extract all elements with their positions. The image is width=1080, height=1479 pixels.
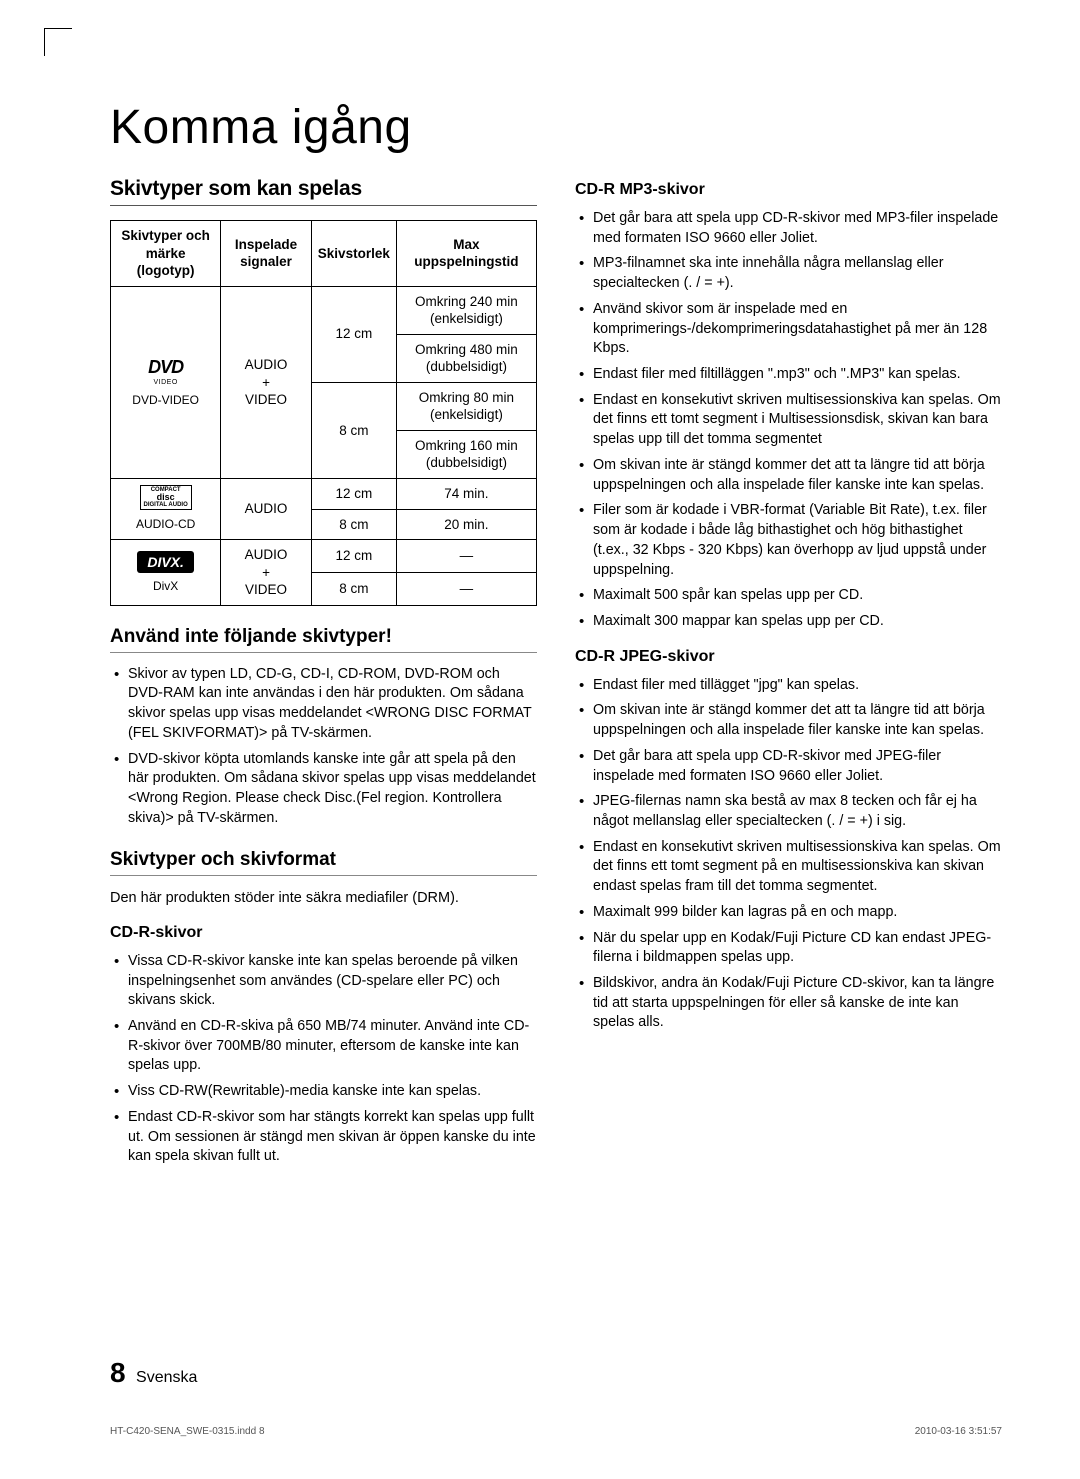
th-size: Skivstorlek [311,221,396,287]
page-footer: 8 Svenska [110,1357,197,1389]
list-item: DVD-skivor köpta utomlands kanske inte g… [110,750,537,829]
divx-12-time: — [396,540,536,573]
list-item: Endast en konsekutivt skriven multisessi… [575,391,1002,450]
section-do-not-use: Använd inte följande skivtyper! [110,626,537,653]
divx-logo-icon: DIVX. [137,551,194,573]
list-item: Endast filer med tillägget "jpg" kan spe… [575,676,1002,696]
list-item: Maximalt 300 mappar kan spelas upp per C… [575,612,1002,632]
mp3-list: Det går bara att spela upp CD-R-skivor m… [575,209,1002,632]
cd-8-time: 20 min. [396,509,536,540]
dvd-size-12: 12 cm [311,286,396,382]
list-item: MP3-filnamnet ska inte innehålla några m… [575,254,1002,293]
drm-note: Den här produkten stöder inte säkra medi… [110,888,537,908]
do-not-use-list: Skivor av typen LD, CD-G, CD-I, CD-ROM, … [110,665,537,829]
list-item: Maximalt 500 spår kan spelas upp per CD. [575,586,1002,606]
list-item: Bildskivor, andra än Kodak/Fuji Picture … [575,974,1002,1033]
cd-logo-icon: COMPACTdiscDIGITAL AUDIO [140,485,192,510]
dvd-12-single: Omkring 240 min (enkelsidigt) [396,286,536,334]
dvd-logo-icon: DVD [117,356,214,379]
left-column: Skivtyper som kan spelas Skivtyper och m… [110,177,537,1173]
list-item: Det går bara att spela upp CD-R-skivor m… [575,747,1002,786]
cd-signal: AUDIO [221,479,312,540]
dvd-12-double: Omkring 480 min (dubbelsidigt) [396,334,536,382]
section-playable-disc-types: Skivtyper som kan spelas [110,177,537,206]
cd-label: AUDIO-CD [117,517,214,533]
list-item: Endast filer med filtilläggen ".mp3" och… [575,365,1002,385]
divx-label: DivX [117,579,214,595]
dvd-logo-sub: VIDEO [117,378,214,387]
disc-types-table: Skivtyper och märke (logotyp) Inspelade … [110,220,537,606]
print-footer: HT-C420-SENA_SWE-0315.indd 8 2010-03-16 … [110,1426,1002,1437]
divx-size-8: 8 cm [311,572,396,605]
list-item: Om skivan inte är stängd kommer det att … [575,456,1002,495]
cd-size-12: 12 cm [311,479,396,510]
jpeg-heading: CD-R JPEG-skivor [575,648,1002,666]
list-item: Det går bara att spela upp CD-R-skivor m… [575,209,1002,248]
list-item: JPEG-filernas namn ska bestå av max 8 te… [575,792,1002,831]
list-item: Viss CD-RW(Rewritable)-media kanske inte… [110,1082,537,1102]
right-column: CD-R MP3-skivor Det går bara att spela u… [575,177,1002,1173]
list-item: När du spelar upp en Kodak/Fuji Picture … [575,929,1002,968]
cd-logo-cell: COMPACTdiscDIGITAL AUDIO AUDIO-CD [111,479,221,540]
cdr-list: Vissa CD-R-skivor kanske inte kan spelas… [110,952,537,1167]
crop-mark [44,28,72,56]
list-item: Maximalt 999 bilder kan lagras på en och… [575,903,1002,923]
cd-size-8: 8 cm [311,509,396,540]
two-column-layout: Skivtyper som kan spelas Skivtyper och m… [110,177,1002,1173]
list-item: Använd en CD-R-skiva på 650 MB/74 minute… [110,1017,537,1076]
list-item: Om skivan inte är stängd kommer det att … [575,701,1002,740]
list-item: Vissa CD-R-skivor kanske inte kan spelas… [110,952,537,1011]
dvd-logo-cell: DVD VIDEO DVD-VIDEO [111,286,221,478]
jpeg-list: Endast filer med tillägget "jpg" kan spe… [575,676,1002,1034]
list-item: Endast CD-R-skivor som har stängts korre… [110,1108,537,1167]
section-disc-types-formats: Skivtyper och skivformat [110,849,537,876]
dvd-size-8: 8 cm [311,382,396,478]
cdr-heading: CD-R-skivor [110,924,537,942]
divx-signal: AUDIO + VIDEO [221,540,312,606]
list-item: Endast en konsekutivt skriven multisessi… [575,838,1002,897]
page-language: Svenska [136,1369,197,1386]
print-file: HT-C420-SENA_SWE-0315.indd 8 [110,1426,265,1437]
th-maxtime: Max uppspelningstid [396,221,536,287]
dvd-label: DVD-VIDEO [117,393,214,409]
list-item: Skivor av typen LD, CD-G, CD-I, CD-ROM, … [110,665,537,744]
divx-size-12: 12 cm [311,540,396,573]
print-timestamp: 2010-03-16 3:51:57 [915,1426,1002,1437]
cd-12-time: 74 min. [396,479,536,510]
divx-logo-cell: DIVX. DivX [111,540,221,606]
page-title: Komma igång [110,100,1002,155]
list-item: Filer som är kodade i VBR-format (Variab… [575,501,1002,580]
list-item: Använd skivor som är inspelade med en ko… [575,300,1002,359]
dvd-8-double: Omkring 160 min (dubbelsidigt) [396,430,536,478]
dvd-8-single: Omkring 80 min (enkelsidigt) [396,382,536,430]
page-number: 8 [110,1357,126,1388]
divx-8-time: — [396,572,536,605]
dvd-signal: AUDIO + VIDEO [221,286,312,478]
th-signals: Inspelade signaler [221,221,312,287]
th-logo: Skivtyper och märke (logotyp) [111,221,221,287]
mp3-heading: CD-R MP3-skivor [575,181,1002,199]
